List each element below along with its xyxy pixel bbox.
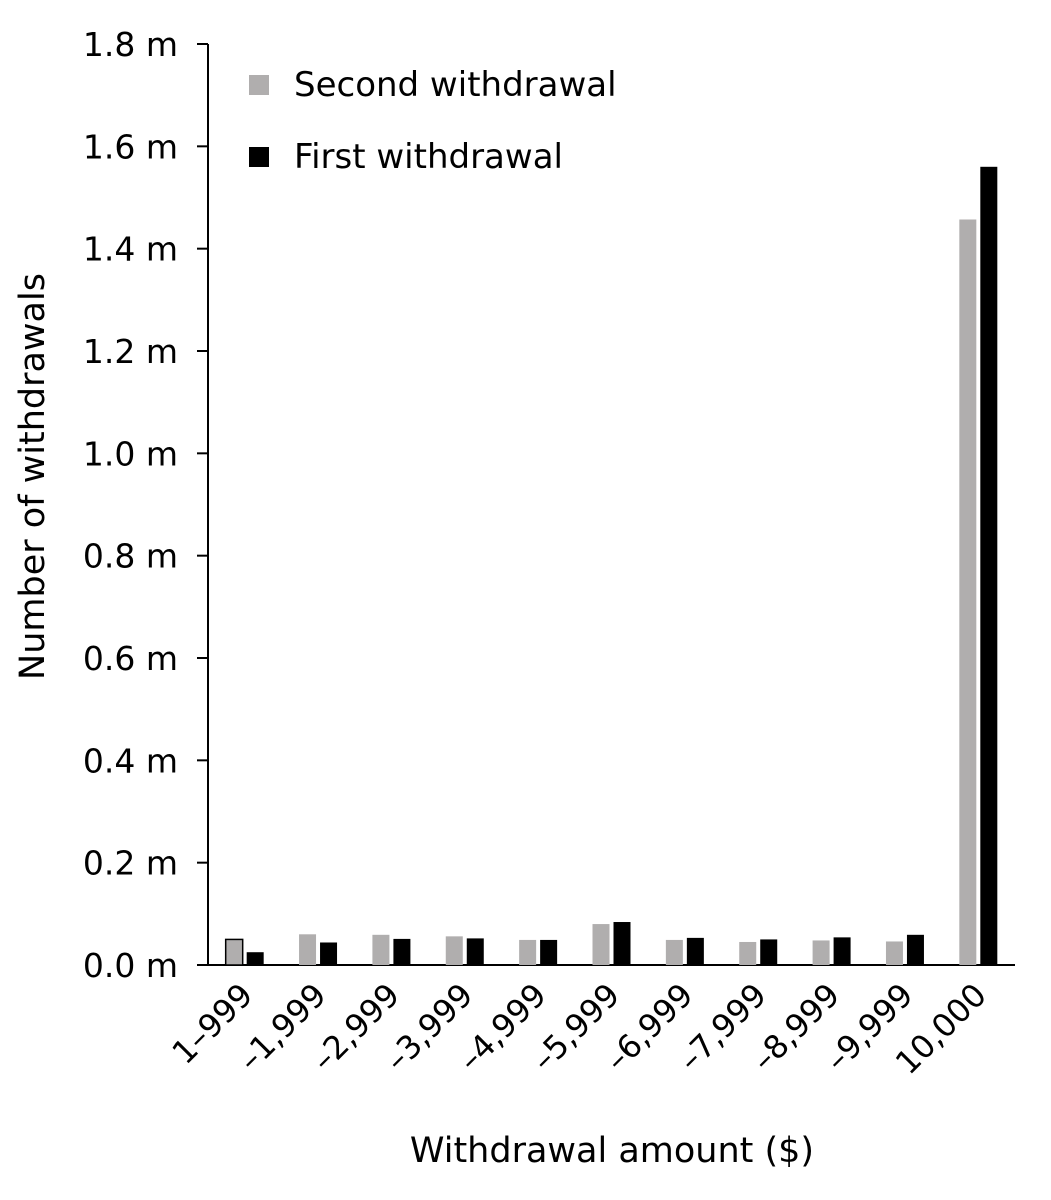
legend-swatch (249, 75, 269, 95)
bar-second-withdrawal (299, 934, 317, 965)
bar-first-withdrawal (466, 938, 484, 965)
x-axis-title: Withdrawal amount ($) (410, 1131, 814, 1171)
bar-first-withdrawal (540, 939, 558, 965)
bar-second-withdrawal (519, 939, 537, 965)
axes (207, 44, 1015, 966)
bar-second-withdrawal (812, 940, 830, 965)
bar-second-withdrawal (959, 219, 977, 966)
y-tick-label: 0.8 m (83, 537, 178, 576)
y-tick-label: 0.6 m (83, 639, 178, 678)
bar-first-withdrawal (613, 922, 631, 965)
y-axis-title: Number of withdrawals (13, 273, 53, 680)
y-tick-label: 1.2 m (83, 332, 178, 371)
bar-first-withdrawal (980, 166, 998, 966)
bar-first-withdrawal (393, 938, 411, 965)
legend: Second withdrawal First withdrawal (249, 65, 617, 177)
bar-second-withdrawal (372, 934, 390, 965)
y-tick-label: 0.0 m (83, 946, 178, 985)
bar-first-withdrawal (833, 937, 851, 965)
bar-second-withdrawal (224, 938, 244, 966)
legend-swatch (249, 147, 269, 167)
bar-first-withdrawal (906, 934, 924, 965)
bar-second-withdrawal (665, 939, 683, 965)
legend-label: Second withdrawal (294, 65, 617, 105)
x-tick-labels: 1–999–1,999–2,999–3,999–4,999–5,999–6,99… (165, 976, 994, 1082)
y-ticks: 0.0 m 0.2 m 0.4 m 0.6 m 0.8 m 1.0 m 1.2 m 1.4 m… (83, 25, 208, 985)
bars (224, 166, 998, 966)
y-tick-label: 1.4 m (83, 230, 178, 269)
y-tick-label: 0.4 m (83, 741, 178, 780)
y-tick-label: 1.0 m (83, 434, 178, 473)
bar-first-withdrawal (686, 937, 704, 965)
y-tick-label: 1.6 m (83, 127, 178, 166)
bar-second-withdrawal (739, 941, 757, 965)
bar-first-withdrawal (246, 952, 264, 965)
bar-second-withdrawal (885, 941, 903, 965)
bar-first-withdrawal (320, 942, 338, 965)
y-tick-label: 1.8 m (83, 25, 178, 64)
legend-label: First withdrawal (294, 137, 563, 177)
bar-first-withdrawal (760, 939, 778, 965)
bar-second-withdrawal (445, 936, 463, 965)
bar-second-withdrawal (592, 924, 610, 965)
y-tick-label: 0.2 m (83, 844, 178, 883)
